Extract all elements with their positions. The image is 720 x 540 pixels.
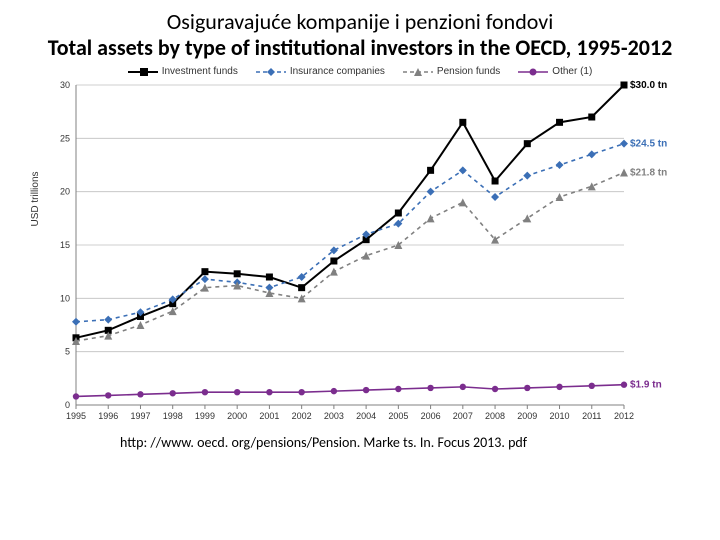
legend-swatch-pension	[403, 67, 433, 77]
svg-text:1996: 1996	[98, 411, 118, 421]
legend-swatch-other	[518, 67, 548, 77]
legend-label: Pension funds	[437, 66, 500, 77]
svg-text:0: 0	[65, 400, 70, 410]
svg-text:2008: 2008	[485, 411, 505, 421]
source-footer: http: //www. oecd. org/pensions/Pension.…	[0, 429, 720, 452]
title-block: Osiguravajuće kompanije i penzioni fondo…	[0, 0, 720, 64]
svg-text:2006: 2006	[421, 411, 441, 421]
svg-text:$1.9 tn: $1.9 tn	[630, 380, 662, 391]
svg-text:1999: 1999	[195, 411, 215, 421]
svg-text:$24.5 tn: $24.5 tn	[630, 139, 667, 150]
svg-text:2012: 2012	[614, 411, 634, 421]
legend-item-other: Other (1)	[518, 66, 592, 77]
y-axis-label: USD trillions	[30, 172, 41, 227]
svg-text:20: 20	[60, 187, 70, 197]
title-line2: Total assets by type of institutional in…	[30, 35, 690, 60]
svg-text:2005: 2005	[388, 411, 408, 421]
svg-text:15: 15	[60, 240, 70, 250]
svg-text:30: 30	[60, 80, 70, 90]
legend-swatch-insurance	[256, 67, 286, 77]
svg-text:2002: 2002	[292, 411, 312, 421]
svg-text:$21.8 tn: $21.8 tn	[630, 168, 667, 179]
legend-swatch-investment	[128, 67, 158, 77]
svg-text:5: 5	[65, 347, 70, 357]
svg-text:2010: 2010	[550, 411, 570, 421]
legend-item-pension: Pension funds	[403, 66, 500, 77]
svg-text:1995: 1995	[66, 411, 86, 421]
line-chart: 0 5 10 15 20 25 30 1995 1996 1997 1998 1999 2000 2001…	[40, 79, 680, 429]
title-line1: Osiguravajuće kompanije i penzioni fondo…	[30, 8, 690, 35]
legend-item-insurance: Insurance companies	[256, 66, 385, 77]
legend-label: Other (1)	[552, 66, 592, 77]
svg-text:$30.0 tn: $30.0 tn	[630, 80, 667, 91]
svg-text:2007: 2007	[453, 411, 473, 421]
svg-text:1997: 1997	[130, 411, 150, 421]
legend-item-investment: Investment funds	[128, 66, 238, 77]
svg-text:10: 10	[60, 294, 70, 304]
legend-label: Insurance companies	[290, 66, 385, 77]
chart-area: USD trillions 05101520253019951996199719…	[40, 79, 680, 429]
chart-legend: Investment funds Insurance companies Pen…	[0, 66, 720, 77]
svg-text:2004: 2004	[356, 411, 376, 421]
svg-text:2003: 2003	[324, 411, 344, 421]
svg-text:1998: 1998	[163, 411, 183, 421]
svg-text:2011: 2011	[582, 411, 601, 421]
svg-text:2009: 2009	[517, 411, 537, 421]
legend-label: Investment funds	[162, 66, 238, 77]
svg-text:2001: 2001	[259, 411, 279, 421]
svg-text:2000: 2000	[227, 411, 247, 421]
svg-text:25: 25	[60, 134, 70, 144]
